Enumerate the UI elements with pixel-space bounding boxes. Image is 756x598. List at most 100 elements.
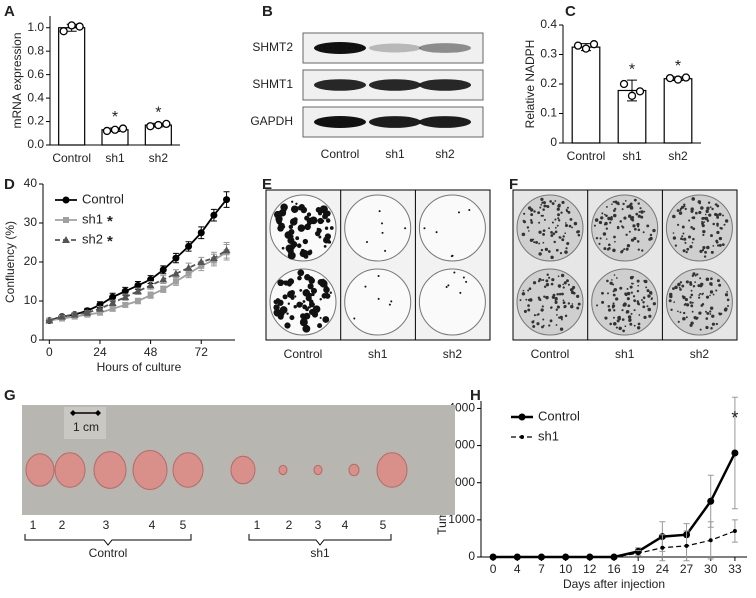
colony: [690, 226, 693, 229]
colony: [323, 244, 327, 248]
annotation: *: [629, 61, 635, 78]
colony: [282, 294, 288, 300]
series-line: [493, 452, 737, 559]
plate: [344, 268, 412, 336]
colony: [631, 218, 635, 222]
colony: [551, 278, 555, 282]
scale-label: 1 cm: [73, 420, 99, 434]
x-tick-label: 4: [514, 562, 521, 576]
legend-label: Control: [82, 191, 124, 206]
colony: [613, 316, 615, 319]
colony: [684, 297, 689, 302]
colony: [552, 293, 556, 297]
panel-label: D: [4, 176, 15, 193]
colony: [453, 271, 456, 274]
data-point: [581, 44, 591, 53]
marker: [109, 305, 116, 312]
colony: [672, 287, 675, 291]
colony: [522, 219, 526, 223]
colony: [637, 214, 641, 218]
marker: [491, 555, 496, 559]
colony: [633, 198, 637, 202]
x-tick-label: sh2: [668, 149, 688, 163]
x-axis-label: Days after injection: [563, 577, 665, 591]
colony: [642, 305, 646, 309]
colony: [690, 293, 694, 297]
legend-label: Control: [538, 408, 580, 423]
colony: [638, 210, 641, 213]
colony: [275, 298, 281, 303]
marker: [660, 545, 665, 550]
colony: [550, 234, 554, 237]
colony: [300, 313, 306, 320]
colony: [538, 221, 541, 224]
colony: [532, 325, 536, 328]
colony: [701, 303, 705, 306]
colony: [568, 224, 572, 228]
colony: [319, 316, 322, 319]
colony: [718, 212, 722, 216]
colony: [702, 292, 704, 295]
marker: [108, 298, 117, 306]
colony: [288, 224, 294, 230]
colony: [601, 212, 604, 215]
colony: [633, 299, 637, 303]
colony: [533, 241, 536, 244]
colony: [302, 324, 311, 333]
marker: [731, 449, 739, 457]
colony: [570, 290, 575, 295]
colony: [536, 314, 538, 316]
colony: [563, 305, 567, 309]
colony: [569, 218, 573, 221]
colony: [715, 213, 719, 217]
colony: [724, 293, 729, 297]
colony: [364, 285, 367, 288]
colony: [550, 230, 553, 234]
x-tick-label: 0: [46, 345, 53, 359]
colony: [681, 295, 685, 298]
colony: [619, 286, 623, 290]
colony: [445, 286, 448, 289]
colony: [607, 304, 611, 308]
colony: [540, 197, 544, 202]
colony: [540, 204, 543, 206]
colony: [289, 218, 298, 226]
colony: [627, 304, 631, 308]
colony: [692, 284, 696, 288]
colony: [628, 230, 631, 233]
colony: [683, 303, 686, 306]
marker: [223, 196, 231, 204]
colony: [542, 241, 545, 244]
annotation: *: [155, 105, 161, 122]
marker: [159, 275, 168, 283]
marker: [197, 258, 206, 265]
colony: [378, 210, 381, 213]
colony: [552, 232, 556, 235]
colony: [543, 201, 546, 205]
panel-label: H: [470, 387, 481, 404]
x-tick-label: sh2: [149, 151, 169, 165]
x-tick-label: 19: [632, 562, 646, 576]
colony: [304, 223, 311, 231]
colony: [642, 301, 645, 304]
colony: [548, 227, 550, 230]
colony: [706, 245, 710, 250]
colony: [685, 303, 690, 307]
colony: [724, 219, 729, 223]
colony: [308, 301, 315, 308]
colony: [297, 275, 302, 281]
colony: [704, 310, 707, 313]
colony: [624, 325, 627, 328]
colony: [698, 202, 701, 205]
column-label: sh1: [615, 347, 635, 361]
y-tick-label: 20: [24, 254, 38, 268]
colony: [689, 245, 693, 249]
colony: [710, 250, 714, 254]
colony: [626, 291, 631, 296]
colony: [536, 322, 540, 326]
colony: [384, 249, 387, 252]
colony: [577, 302, 581, 306]
colony: [543, 285, 547, 289]
colony: [468, 208, 471, 211]
marker: [185, 270, 192, 277]
